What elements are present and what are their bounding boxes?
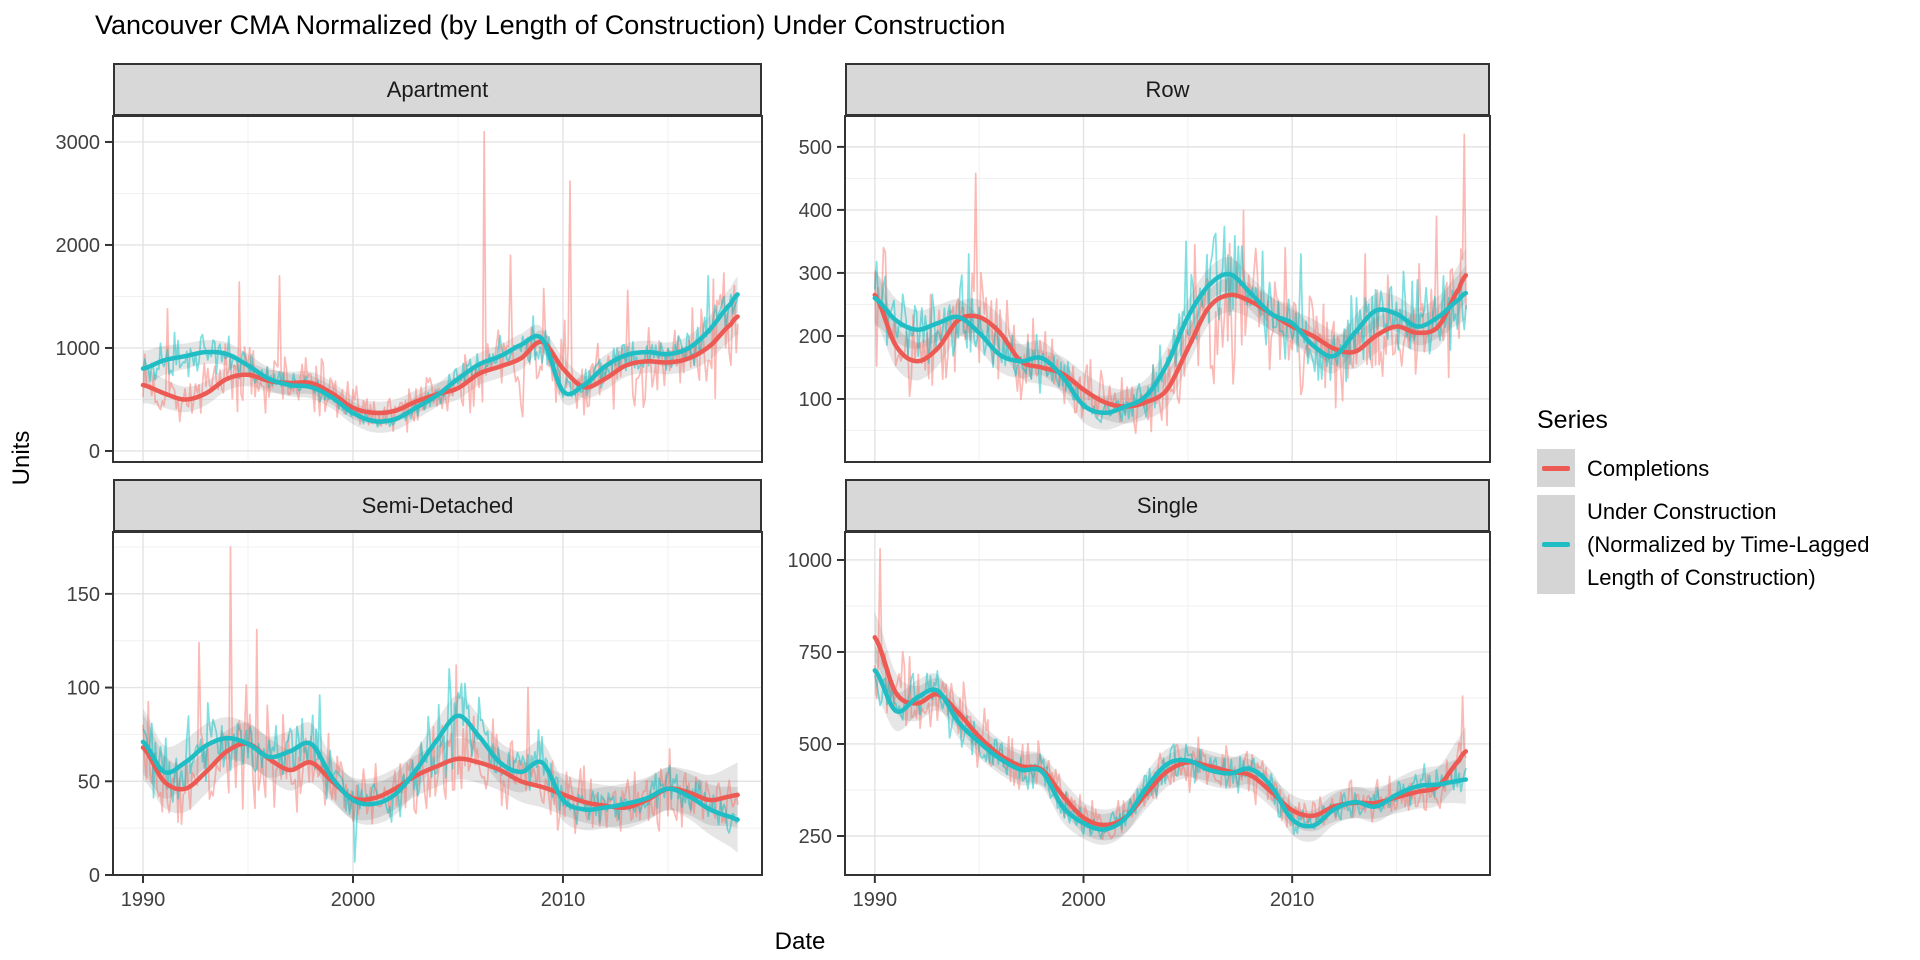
panel-border: [844, 115, 1491, 463]
legend-label-completions: Completions: [1587, 455, 1710, 481]
facet-label: Apartment: [386, 76, 489, 102]
panel-border: [112, 531, 763, 876]
panel-border: [112, 115, 763, 463]
x-axis-tick-label: 2010: [541, 889, 586, 911]
y-axis-tick-label: 300: [799, 263, 832, 285]
y-axis-tick-label: 500: [799, 734, 832, 756]
y-axis-tick-label: 1000: [788, 550, 833, 572]
smooth-line-under_construction: [872, 668, 1469, 832]
facet-strip-apartment: Apartment: [113, 63, 762, 116]
smooth-line-completions: [140, 314, 740, 416]
facet-label: Semi-Detached: [361, 492, 514, 518]
legend-title: Series: [1537, 406, 1608, 434]
legend: Series Completions Under Construction (N…: [1537, 406, 1920, 602]
smooth-line-under_construction: [140, 292, 740, 424]
confidence-ribbon-under_construction: [874, 257, 1466, 430]
gridlines: [113, 116, 762, 462]
y-axis-tick-label: 100: [799, 389, 832, 411]
legend-label-under-construction: Under Construction (Normalized by Time-L…: [1587, 495, 1869, 594]
y-axis-tick-label: 250: [799, 826, 832, 848]
x-axis-tick-label: 1990: [853, 889, 898, 911]
y-axis-tick-label: 400: [799, 200, 832, 222]
facet-strip-semi-detached: Semi-Detached: [113, 479, 762, 532]
facet-panel-semi-detached: 0 50 100 150 1990 2000 2010: [67, 531, 763, 911]
raw-line-completions: [142, 130, 739, 433]
facet-strip-row: Row: [845, 63, 1490, 116]
gridlines: [113, 532, 762, 875]
legend-item-under-construction: Under Construction (Normalized by Time-L…: [1537, 495, 1920, 594]
smooth-line-completions: [872, 635, 1469, 828]
raw-line-under_construction: [142, 275, 739, 428]
y-axis-tick-label: 500: [799, 137, 832, 159]
legend-item-completions: Completions: [1537, 449, 1920, 487]
smooth-line-completions: [872, 273, 1469, 409]
y-axis-tick-label: 100: [67, 678, 100, 700]
facet-panel-apartment: 0 1000 2000 3000: [56, 115, 763, 463]
facet-strip-single: Single: [845, 479, 1490, 532]
confidence-ribbon-under_construction: [143, 276, 738, 433]
legend-key-completions: [1537, 449, 1575, 487]
y-axis-tick-label: 50: [78, 771, 100, 793]
y-axis-tick-label: 2000: [56, 235, 101, 257]
y-axis-tick-label: 0: [89, 865, 100, 887]
y-axis-tick-label: 3000: [56, 132, 101, 154]
under-construction-line-icon: [1542, 542, 1570, 547]
x-axis-title: Date: [774, 928, 826, 955]
x-axis-tick-label: 2000: [1061, 889, 1106, 911]
y-axis-tick-label: 1000: [56, 338, 101, 360]
x-axis-tick-label: 2010: [1270, 889, 1315, 911]
facet-label: Row: [1145, 76, 1190, 102]
facet-panel-row: 100 200 300 400 500: [799, 115, 1491, 463]
x-axis-tick-label: 2000: [331, 889, 376, 911]
y-axis-tick-label: 750: [799, 642, 832, 664]
completions-line-icon: [1542, 465, 1570, 471]
legend-label-line: Under Construction: [1587, 499, 1777, 524]
legend-label-line: (Normalized by Time-Lagged: [1587, 532, 1870, 557]
x-axis-tick-label: 1990: [121, 889, 166, 911]
confidence-ribbon-under_construction: [874, 645, 1466, 845]
facet-label: Single: [1136, 492, 1199, 518]
raw-line-completions: [873, 133, 1467, 435]
legend-label-line: Length of Construction): [1587, 565, 1816, 590]
legend-key-under-construction: [1537, 495, 1575, 594]
y-axis-tick-label: 150: [67, 584, 100, 606]
y-axis-tick-label: 200: [799, 326, 832, 348]
panel-border: [844, 531, 1491, 876]
smooth-line-under_construction: [140, 713, 740, 822]
chart-title: Vancouver CMA Normalized (by Length of C…: [95, 10, 1006, 40]
y-axis-tick-label: 0: [89, 441, 100, 463]
raw-line-under_construction: [142, 667, 739, 863]
smooth-line-under_construction: [872, 271, 1469, 416]
facet-panel-single: 250 500 750 1000 1990 2000 2010: [788, 531, 1491, 911]
